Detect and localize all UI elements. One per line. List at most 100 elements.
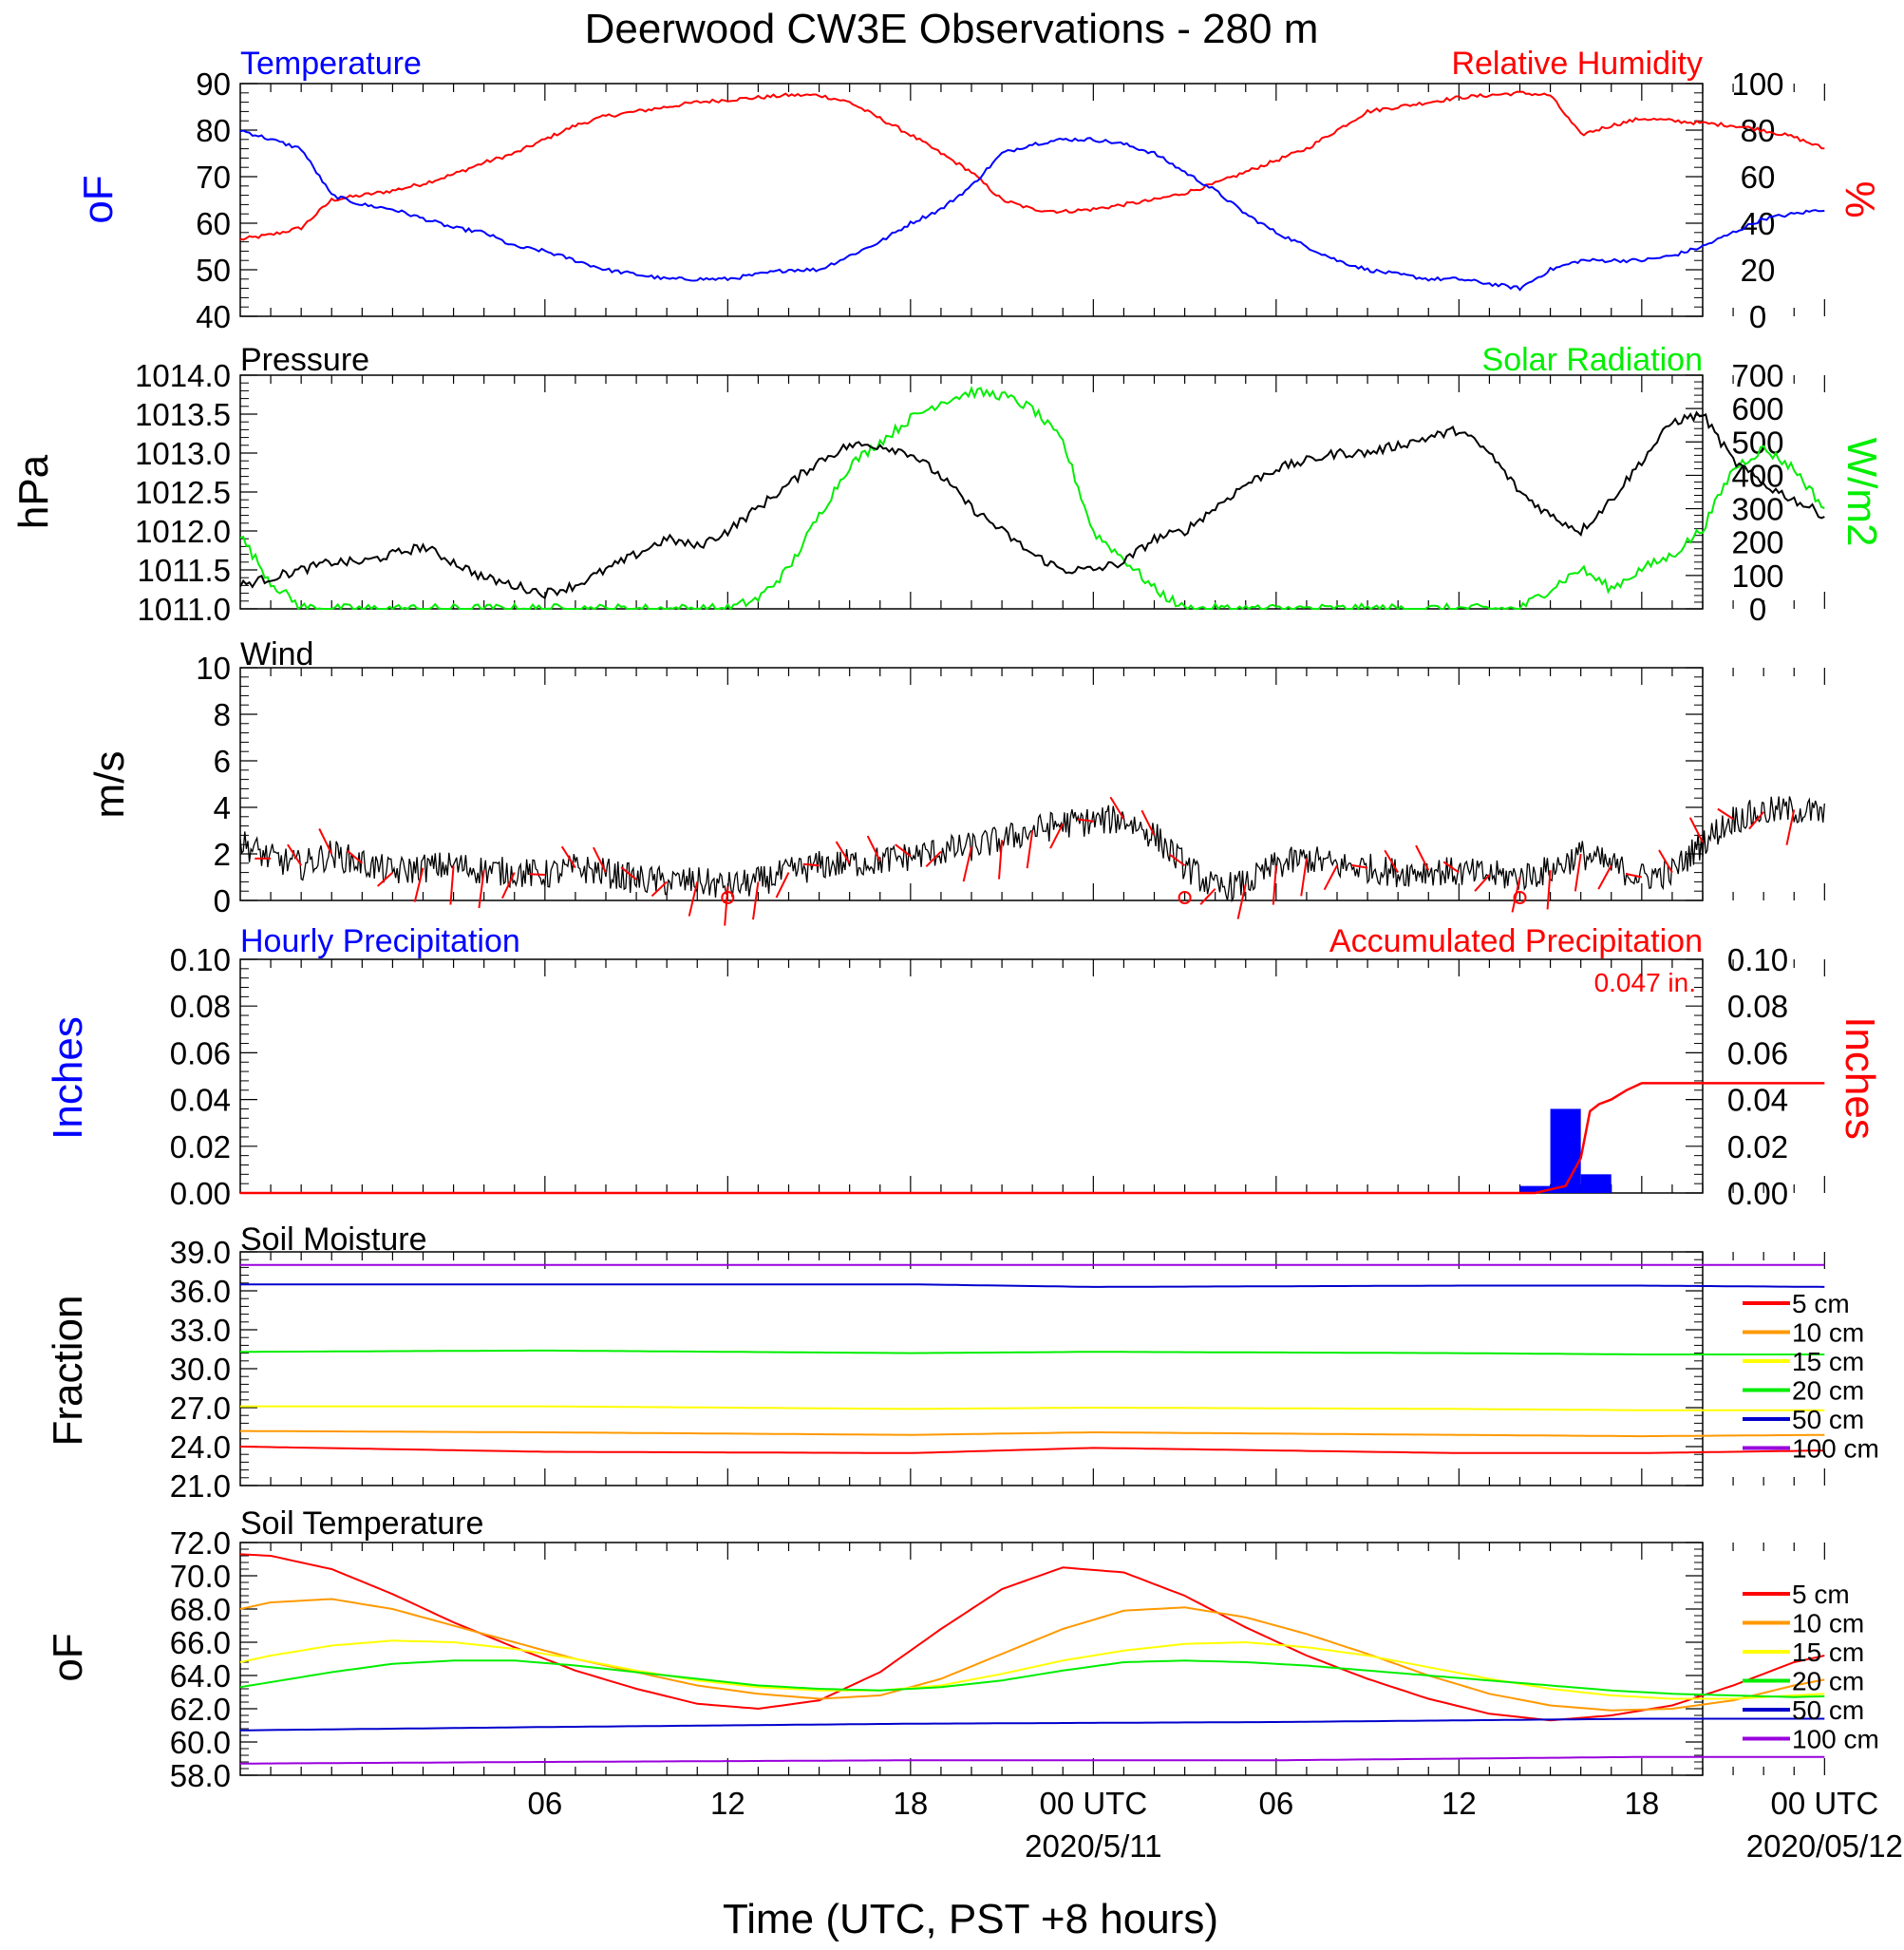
wind-barb [1168, 853, 1186, 867]
x-axis-label: Time (UTC, PST +8 hours) [723, 1896, 1218, 1942]
panel-pressure-solar: Pressure Solar Radiation hPa W/m2 [10, 342, 1885, 546]
y-tick-label-right: 100 [1731, 66, 1783, 102]
wind-barb [1574, 853, 1582, 892]
wind-barb [593, 846, 607, 874]
soil-moisture-unit-label: Fraction [45, 1296, 91, 1447]
wind-barb [449, 865, 455, 905]
precip-frame [239, 958, 1704, 1194]
y-tick-label-right: 600 [1731, 391, 1783, 426]
legend-label: 5 cm [1792, 1580, 1850, 1609]
panel-precipitation: Hourly Precipitation Accumulated Precipi… [45, 923, 1883, 1140]
x-date-label: 2020/5/11 [1025, 1828, 1161, 1864]
soil_temp-line-10cm [239, 1598, 1825, 1712]
solar-line [239, 386, 1825, 611]
y-tick-label: 10 [196, 651, 231, 686]
soil_moisture-line-10cm [240, 1429, 1825, 1438]
temperature-title: Temperature [240, 46, 422, 82]
y-tick-label: 33.0 [170, 1313, 231, 1348]
legend-label: 15 cm [1792, 1638, 1864, 1667]
y-tick-label-right: 80 [1741, 113, 1776, 148]
temp_rh-frame [239, 83, 1704, 317]
y-tick-label: 58.0 [170, 1758, 231, 1793]
y-tick-label: 39.0 [170, 1235, 231, 1270]
wind-barb [1546, 870, 1552, 910]
calm-wind-marker [721, 891, 735, 904]
wind-barb [962, 846, 972, 882]
y-tick-label-right: 300 [1731, 492, 1783, 527]
y-tick-label-right: 0.02 [1727, 1129, 1788, 1164]
soil_moisture-line-15cm [240, 1405, 1825, 1411]
y-tick-label: 1011.5 [138, 553, 231, 588]
y-tick-label-right: 20 [1741, 253, 1776, 288]
soil_moisture-line-50cm [240, 1283, 1825, 1288]
wind-barb [1785, 809, 1796, 845]
wind-barb [1688, 817, 1704, 843]
y-tick-label-right: 200 [1731, 525, 1783, 560]
wind-barb [1236, 883, 1247, 919]
wind-barb [1351, 863, 1368, 869]
legend-label: 100 cm [1792, 1434, 1879, 1464]
wind-barb [1511, 877, 1521, 913]
wind-barb [835, 841, 851, 864]
chart-marks: 4050607080900204060801001011.01011.51012… [135, 66, 1903, 1864]
x-tick-label: 18 [1624, 1786, 1659, 1821]
wind-barb [318, 828, 333, 855]
wind-speed-line [239, 796, 1825, 903]
calm-wind-marker [1178, 891, 1192, 904]
y-tick-label: 24.0 [170, 1429, 231, 1465]
panel-temperature-humidity: Temperature Relative Humidity oF % [75, 46, 1883, 224]
y-tick-label-right: 60 [1741, 160, 1776, 195]
humidity-title: Relative Humidity [1451, 46, 1703, 82]
wind-title: Wind [240, 636, 313, 672]
calm-wind-marker [1513, 891, 1527, 904]
panel-wind: Wind m/s [86, 636, 313, 818]
x-tick-label: 12 [1442, 1786, 1477, 1821]
wind-barb [1141, 809, 1156, 836]
wind-barb [1625, 873, 1643, 879]
pressure_solar-frame [239, 374, 1704, 610]
x-tick-label: 06 [1258, 1786, 1293, 1821]
hourly-precip-bar [1580, 1174, 1612, 1193]
legend-label: 5 cm [1792, 1289, 1850, 1318]
y-tick-label: 60.0 [170, 1725, 231, 1760]
wind-barb [1109, 796, 1125, 820]
wind-barb [895, 843, 912, 858]
wind-barb [1384, 849, 1400, 874]
soil-temp-unit-label: oF [45, 1633, 91, 1681]
x-tick-label: 00 UTC [1770, 1786, 1878, 1821]
y-tick-label-right: 0.10 [1727, 942, 1788, 977]
y-tick-label: 4 [214, 790, 231, 825]
chart-title: Deerwood CW3E Observations - 280 m [585, 6, 1319, 52]
soil_temp-frame [239, 1542, 1704, 1776]
y-tick-label: 50 [196, 253, 231, 288]
legend-label: 20 cm [1792, 1376, 1864, 1406]
y-tick-label: 1013.0 [135, 436, 231, 471]
hourly-precip-title: Hourly Precipitation [240, 923, 520, 959]
y-tick-label-right: 700 [1731, 358, 1783, 393]
y-tick-label: 0.06 [170, 1035, 231, 1070]
soil_temp-line-100cm [239, 1755, 1825, 1765]
wind-barb [1474, 874, 1491, 892]
hourly-precip-bar [1550, 1108, 1581, 1193]
wind-barb [500, 872, 516, 899]
wind-barb [1415, 844, 1430, 871]
temperature-unit-label: oF [75, 175, 122, 223]
soil_temp-line-5cm [239, 1553, 1825, 1722]
pressure-unit-label: hPa [10, 454, 57, 529]
x-tick-label: 18 [893, 1786, 928, 1821]
legend-label: 10 cm [1792, 1318, 1864, 1348]
solar-title: Solar Radiation [1482, 342, 1703, 378]
y-tick-label-right: 0.06 [1727, 1035, 1788, 1070]
wind-barb [346, 849, 363, 864]
x-tick-label: 12 [710, 1786, 745, 1821]
y-tick-label: 62.0 [170, 1692, 231, 1727]
y-tick-label-right: 0.08 [1727, 989, 1788, 1024]
pressure-title: Pressure [240, 342, 369, 378]
hourly-precip-bar [1519, 1185, 1551, 1193]
legend-label: 10 cm [1792, 1609, 1864, 1638]
wind-barb [1077, 818, 1094, 823]
y-tick-label: 60 [196, 206, 231, 241]
legend-label: 20 cm [1792, 1667, 1864, 1696]
legend-label: 50 cm [1792, 1405, 1864, 1434]
